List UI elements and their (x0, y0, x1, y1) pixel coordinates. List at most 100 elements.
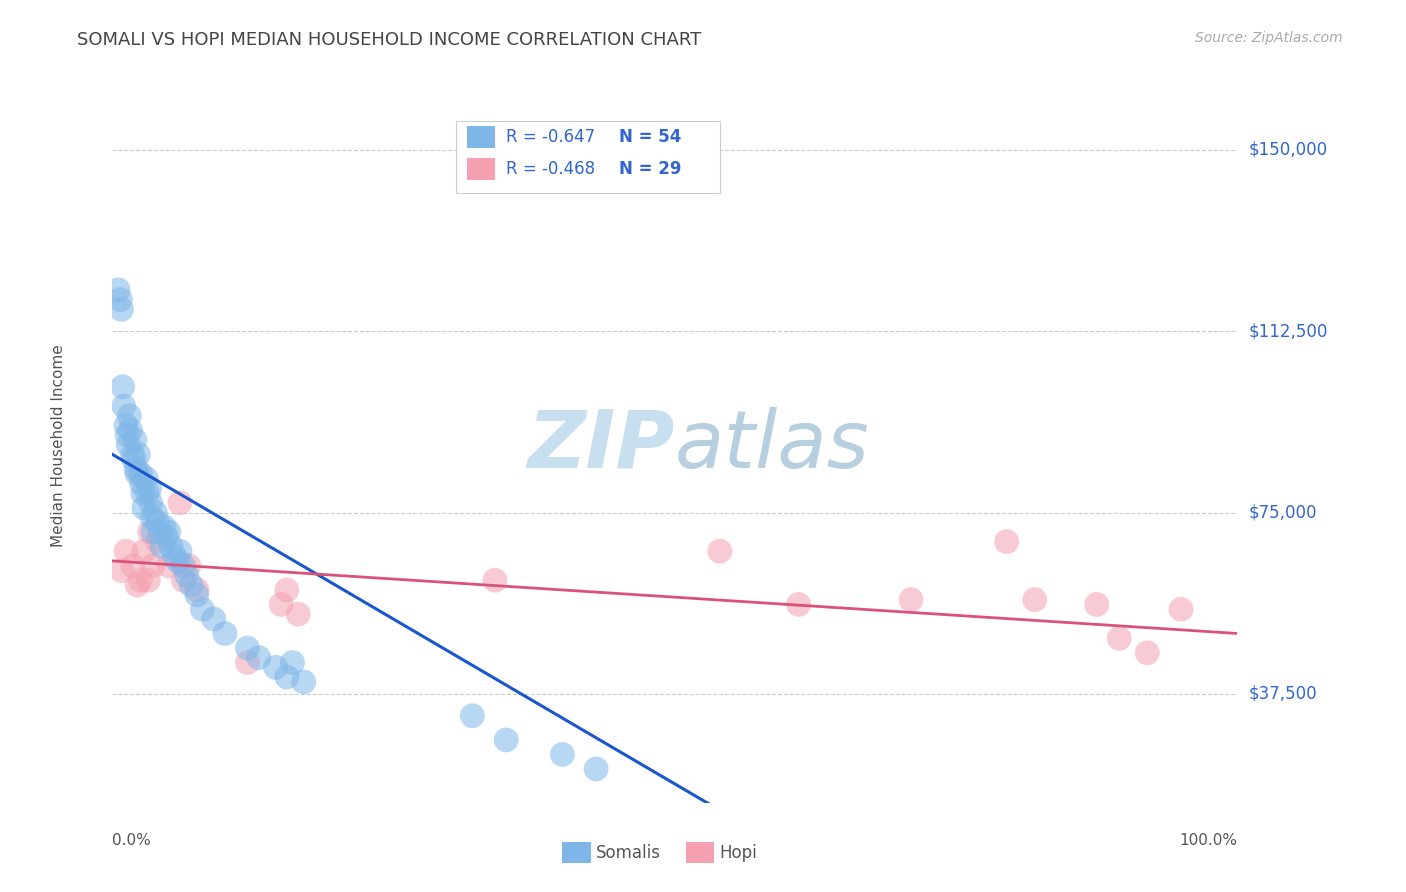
Point (138, 481, 160, 495)
Point (118, 409, 141, 423)
Text: N = 54: N = 54 (619, 128, 681, 146)
Point (163, 549, 186, 563)
Point (138, 574, 160, 588)
Point (149, 524, 172, 539)
Point (787, 598, 810, 612)
Point (110, 293, 132, 307)
Point (995, 534, 1018, 549)
Point (160, 540, 183, 554)
Point (484, 574, 506, 588)
Point (236, 656, 259, 670)
Point (132, 486, 155, 500)
Point (176, 568, 198, 582)
FancyBboxPatch shape (456, 121, 720, 193)
Point (214, 626, 236, 640)
Point (1024, 592, 1046, 607)
Point (166, 554, 188, 568)
Point (157, 558, 180, 573)
Point (155, 530, 177, 544)
Point (129, 574, 152, 588)
Point (107, 283, 129, 297)
Point (172, 558, 194, 573)
Point (276, 670, 298, 684)
Point (236, 640, 259, 655)
FancyBboxPatch shape (467, 159, 495, 180)
Point (186, 588, 208, 602)
Point (127, 447, 149, 461)
Point (264, 660, 287, 674)
Point (900, 592, 922, 607)
Point (292, 674, 315, 689)
Point (281, 656, 304, 670)
Text: $112,500: $112,500 (1249, 322, 1327, 340)
Point (186, 582, 208, 597)
Point (110, 302, 132, 317)
Point (132, 500, 155, 515)
Point (157, 524, 180, 539)
Point (143, 506, 166, 520)
Text: $150,000: $150,000 (1249, 141, 1327, 159)
Point (169, 544, 191, 558)
Point (287, 607, 309, 621)
Point (247, 650, 270, 665)
Text: $37,500: $37,500 (1249, 685, 1317, 703)
Point (1085, 598, 1108, 612)
Point (120, 423, 142, 437)
Point (139, 496, 162, 510)
Point (177, 558, 200, 573)
FancyBboxPatch shape (467, 127, 495, 148)
Point (169, 496, 191, 510)
FancyBboxPatch shape (562, 842, 591, 863)
Point (1108, 632, 1130, 646)
Point (153, 520, 176, 534)
Point (115, 544, 138, 558)
Point (709, 544, 731, 558)
Point (122, 452, 145, 467)
Point (131, 476, 153, 491)
Text: SOMALI VS HOPI MEDIAN HOUSEHOLD INCOME CORRELATION CHART: SOMALI VS HOPI MEDIAN HOUSEHOLD INCOME C… (77, 31, 702, 49)
Point (111, 380, 134, 394)
Text: 0.0%: 0.0% (112, 833, 152, 848)
Point (110, 564, 132, 578)
Text: Somalis: Somalis (596, 844, 661, 862)
Text: R = -0.647: R = -0.647 (506, 128, 595, 146)
Point (495, 732, 517, 747)
Text: R = -0.468: R = -0.468 (506, 161, 595, 178)
Point (127, 467, 149, 481)
Point (172, 574, 194, 588)
Point (276, 582, 298, 597)
Point (121, 558, 143, 573)
Point (138, 524, 160, 539)
Point (551, 747, 574, 762)
Point (461, 708, 484, 723)
Point (136, 486, 159, 500)
Point (117, 438, 139, 452)
Point (129, 467, 152, 481)
Point (180, 578, 202, 592)
Text: ZIP: ZIP (527, 407, 675, 485)
Point (142, 524, 165, 539)
Text: N = 29: N = 29 (619, 161, 681, 178)
Point (146, 515, 169, 529)
Text: Median Household Income: Median Household Income (51, 344, 66, 548)
Point (191, 602, 214, 616)
Point (146, 534, 169, 549)
Point (112, 399, 135, 413)
Text: 100.0%: 100.0% (1180, 833, 1237, 848)
FancyBboxPatch shape (686, 842, 714, 863)
Point (150, 540, 173, 554)
Point (124, 433, 146, 447)
Point (142, 558, 165, 573)
Point (135, 472, 157, 486)
Point (585, 762, 607, 776)
Point (141, 510, 163, 524)
Point (115, 418, 138, 433)
Point (132, 544, 155, 558)
Text: Source: ZipAtlas.com: Source: ZipAtlas.com (1195, 31, 1343, 45)
Text: $75,000: $75,000 (1249, 503, 1317, 522)
Point (115, 428, 138, 442)
Text: atlas: atlas (675, 407, 870, 485)
Point (202, 612, 225, 626)
Point (121, 447, 143, 461)
Point (1170, 602, 1192, 616)
